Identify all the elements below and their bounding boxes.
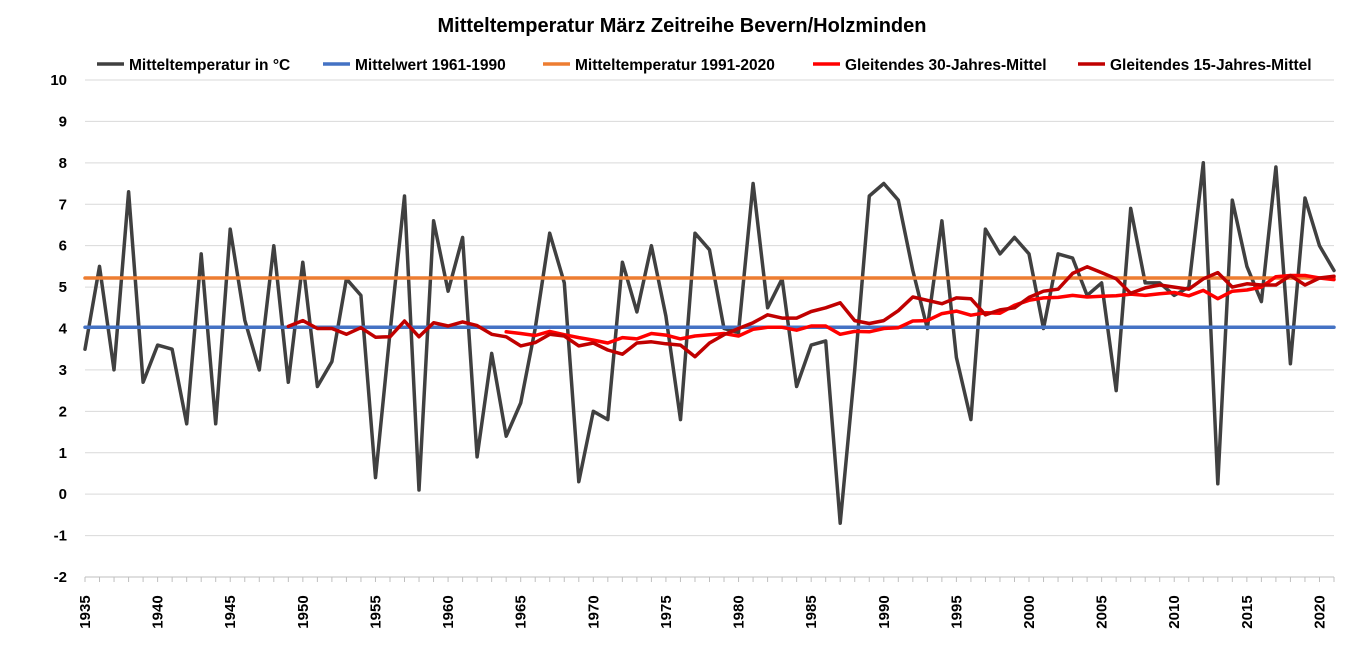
x-tick-label: 1955 (367, 595, 384, 628)
y-tick-label: 9 (59, 113, 67, 130)
x-tick-label: 1995 (948, 595, 965, 628)
y-tick-label: 2 (59, 403, 67, 420)
legend: Mitteltemperatur in °C Mittelwert 1961-19… (97, 57, 1312, 74)
y-tick-label: -1 (54, 528, 67, 545)
y-tick-label: 8 (59, 155, 67, 172)
y-tick-label: 4 (59, 321, 68, 338)
series-line-4 (286, 265, 1336, 359)
x-tick-label: 1980 (731, 595, 748, 628)
x-tick-label: 2015 (1239, 595, 1256, 628)
legend-label: Gleitendes 15-Jahres-Mittel (1110, 57, 1312, 74)
x-tick-label: 1965 (513, 595, 530, 628)
x-tick-label: 1985 (803, 595, 820, 628)
y-tick-label: 6 (59, 238, 67, 255)
series-line-3 (504, 273, 1336, 345)
x-tick-label: 1990 (876, 595, 893, 628)
x-tick-label: 1975 (658, 595, 675, 628)
x-tick-label: 1970 (585, 595, 602, 628)
x-tick-label: 2000 (1021, 595, 1038, 628)
legend-label: Mitteltemperatur in °C (129, 57, 290, 74)
y-tick-label: 1 (59, 445, 67, 462)
y-tick-label: 10 (50, 72, 67, 89)
legend-label: Mitteltemperatur 1991-2020 (575, 57, 775, 74)
x-tick-label: 2005 (1094, 595, 1111, 628)
legend-label: Gleitendes 30-Jahres-Mittel (845, 57, 1047, 74)
x-tick-label: 1960 (440, 595, 457, 628)
y-tick-label: -2 (54, 569, 67, 586)
y-tick-label: 5 (59, 279, 67, 296)
x-axis: 1935 1940 1945 1950 1955 1960 1965 1970 1975 1980… (77, 576, 1335, 629)
x-tick-label: 2010 (1166, 595, 1183, 628)
chart-title: Mitteltemperatur März Zeitreihe Bevern/H… (438, 15, 927, 37)
y-tick-label: 7 (59, 196, 67, 213)
x-tick-label: 2020 (1311, 595, 1328, 628)
x-tick-label: 1940 (150, 595, 167, 628)
x-tick-label: 1945 (222, 595, 239, 628)
y-tick-label: 0 (59, 486, 67, 503)
x-tick-label: 1935 (77, 595, 94, 628)
series-lines (83, 161, 1336, 525)
y-tick-label: 3 (59, 362, 67, 379)
series-line-0 (83, 161, 1336, 525)
x-tick-label: 1950 (295, 595, 312, 628)
y-axis-ticks: -2 -1 0 1 2 3 4 5 6 7 8 9 10 (50, 72, 67, 586)
gridlines (85, 79, 1334, 578)
legend-label: Mittelwert 1961-1990 (355, 57, 506, 74)
